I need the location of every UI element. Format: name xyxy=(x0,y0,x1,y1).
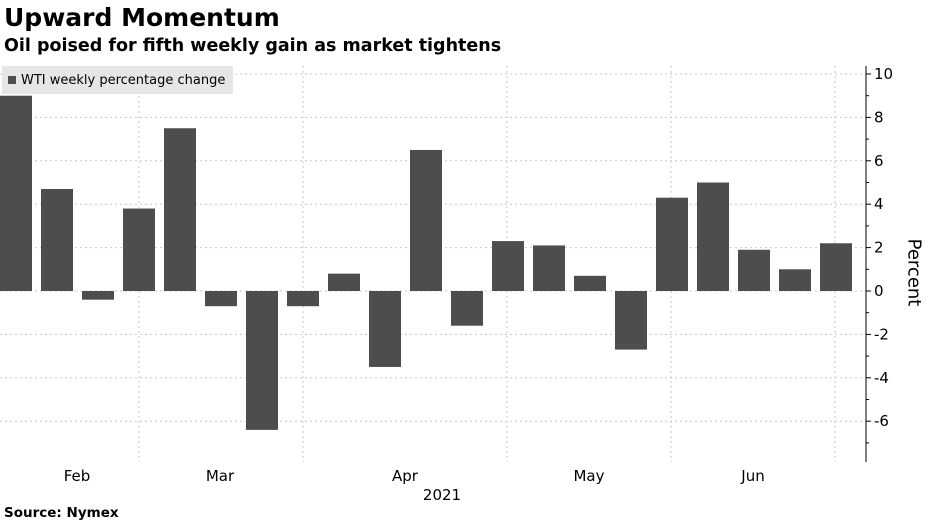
legend: WTI weekly percentage change xyxy=(2,66,234,94)
bar xyxy=(451,291,483,326)
y-tick-label: 4 xyxy=(874,195,884,213)
bar xyxy=(369,291,401,367)
bar xyxy=(328,273,360,291)
source-note: Source: Nymex xyxy=(4,505,119,521)
legend-swatch xyxy=(8,76,16,84)
chart-title: Upward Momentum xyxy=(4,3,280,32)
bar xyxy=(533,245,565,291)
bar xyxy=(656,197,688,291)
y-tick-label: 6 xyxy=(874,152,884,170)
legend-label: WTI weekly percentage change xyxy=(21,72,226,88)
bar xyxy=(287,291,319,307)
x-year-label: 2021 xyxy=(423,486,461,504)
y-tick-label: 8 xyxy=(874,108,884,126)
y-tick-label: -6 xyxy=(874,412,889,430)
y-axis-label: Percent xyxy=(903,238,925,307)
bar xyxy=(82,291,114,300)
bar xyxy=(410,149,442,291)
bar xyxy=(246,291,278,430)
bar xyxy=(697,182,729,291)
bar xyxy=(779,269,811,291)
bar xyxy=(123,208,155,291)
chart-subtitle: Oil poised for fifth weekly gain as mark… xyxy=(4,36,502,56)
y-tick-label: 10 xyxy=(874,65,893,83)
bar xyxy=(164,128,196,291)
x-month-label: Feb xyxy=(64,467,91,485)
x-month-label: May xyxy=(573,467,604,485)
x-month-label: Mar xyxy=(206,467,235,485)
bar xyxy=(205,291,237,307)
y-tick-label: -2 xyxy=(874,325,889,343)
x-month-label: Apr xyxy=(392,467,419,485)
bar xyxy=(41,189,73,291)
bar xyxy=(615,291,647,350)
bar xyxy=(492,241,524,291)
bar xyxy=(0,95,32,291)
y-tick-label: -4 xyxy=(874,369,889,387)
bar xyxy=(820,243,852,291)
bar xyxy=(574,275,606,291)
x-month-label: Jun xyxy=(740,467,764,485)
y-tick-label: 0 xyxy=(874,282,884,300)
bar xyxy=(738,249,770,291)
y-tick-label: 2 xyxy=(874,239,884,257)
